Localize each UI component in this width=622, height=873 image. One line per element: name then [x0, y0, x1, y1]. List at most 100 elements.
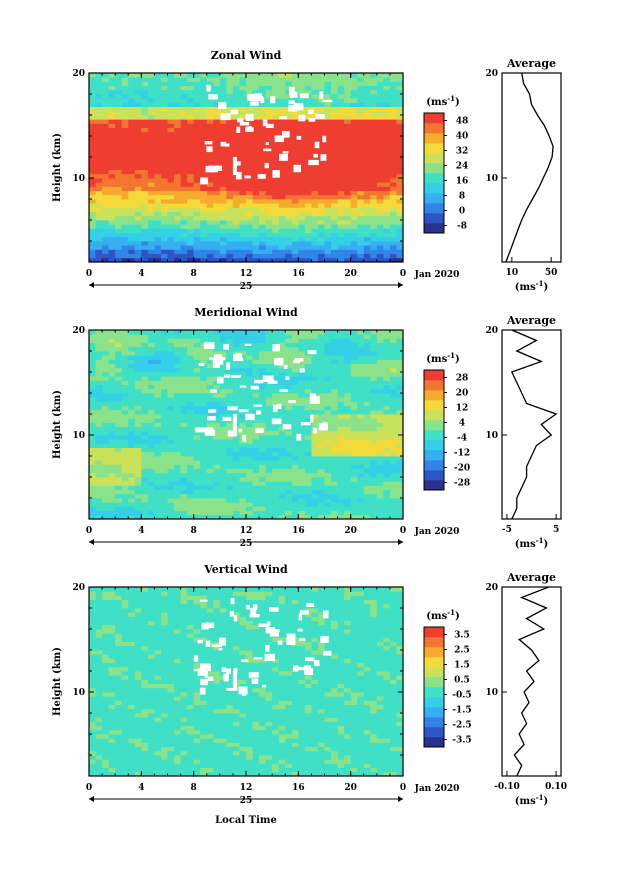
heatmap-cell [246, 468, 253, 474]
heatmap-cell [278, 110, 286, 116]
heatmap-cell [167, 447, 175, 453]
heatmap-cell [128, 422, 136, 427]
heatmap-cell [154, 493, 162, 499]
heatmap-cell [370, 430, 378, 436]
heatmap-cell [239, 199, 247, 204]
heatmap-cell [180, 426, 188, 432]
heatmap-cell [396, 468, 404, 474]
heatmap-cell [285, 173, 293, 179]
heatmap-cell [331, 257, 338, 263]
heatmap-cell [102, 169, 110, 175]
heatmap-cell [160, 763, 168, 768]
heatmap-cell [174, 451, 181, 457]
heatmap-cell [272, 207, 280, 212]
heatmap-cell [291, 477, 299, 482]
heatmap-cell [232, 232, 240, 238]
heatmap-cell [272, 123, 280, 128]
heatmap-cell [200, 405, 208, 411]
heatmap-cell [89, 409, 96, 415]
heatmap-cell [285, 493, 293, 499]
heatmap-cell [200, 493, 208, 499]
heatmap-cell [324, 211, 332, 217]
heatmap-cell [121, 426, 129, 432]
heatmap-cell [232, 498, 240, 503]
heatmap-cell [167, 502, 175, 507]
heatmap-cell [376, 144, 384, 149]
heatmap-cell [298, 136, 306, 141]
heatmap-cell [337, 384, 345, 390]
heatmap-cell [226, 481, 234, 486]
heatmap-cell [331, 77, 338, 82]
heatmap-cell [383, 367, 391, 373]
heatmap-cell [311, 376, 319, 381]
heatmap-cell [160, 393, 168, 398]
heatmap-cell [160, 89, 168, 95]
heatmap-cell [174, 367, 181, 373]
heatmap-cell [160, 173, 168, 179]
heatmap-cell [252, 763, 260, 768]
heatmap-cell [357, 510, 365, 516]
heatmap-cell [95, 140, 103, 145]
heatmap-cell [226, 346, 234, 352]
heatmap-cell [383, 236, 391, 242]
heatmap-cell [167, 485, 175, 490]
heatmap-cell [278, 215, 286, 221]
heatmap-cell [232, 194, 240, 200]
heatmap-cell [337, 338, 345, 343]
heatmap-cell [370, 211, 378, 217]
heatmap-cell [121, 763, 129, 768]
heatmap-cell [317, 763, 325, 768]
heatmap-cell [259, 384, 267, 390]
heatmap-cell [226, 232, 234, 238]
heatmap-cell [246, 228, 253, 233]
heatmap-cell [141, 144, 149, 149]
heatmap-cell [252, 220, 260, 225]
heatmap-cell [331, 430, 338, 436]
heatmap-cell [376, 755, 384, 760]
missing-data [224, 143, 230, 147]
heatmap-cell [89, 384, 96, 390]
heatmap-cell [291, 414, 299, 419]
heatmap-cell [337, 119, 345, 124]
heatmap-cell [121, 472, 129, 478]
heatmap-cell [121, 136, 129, 141]
heatmap-cell [141, 157, 149, 162]
heatmap-cell [200, 514, 208, 520]
heatmap-cell [324, 359, 332, 364]
missing-data [216, 376, 224, 384]
heatmap-cell [206, 102, 214, 107]
heatmap-cell [396, 430, 404, 436]
heatmap-cell [200, 759, 208, 764]
heatmap-cell [363, 514, 371, 520]
heatmap-cell [324, 203, 332, 208]
heatmap-cell [252, 190, 260, 196]
heatmap-cell [200, 203, 208, 208]
heatmap-cell [95, 443, 103, 448]
heatmap-cell [187, 447, 195, 453]
heatmap-cell [180, 372, 188, 377]
heatmap-cell [232, 510, 240, 516]
heatmap-cell [200, 207, 208, 212]
heatmap-cell [226, 123, 234, 128]
heatmap-cell [193, 211, 201, 217]
heatmap-cell [160, 77, 168, 82]
heatmap-cell [134, 127, 142, 133]
heatmap-cell [363, 232, 371, 238]
heatmap-cell [337, 81, 345, 86]
heatmap-cell [167, 241, 175, 246]
heatmap-cell [200, 102, 208, 107]
heatmap-cell [206, 493, 214, 499]
heatmap-cell [206, 207, 214, 212]
heatmap-cell [154, 451, 162, 457]
heatmap-cell [180, 123, 188, 128]
heatmap-cell [160, 199, 168, 204]
heatmap-cell [134, 763, 142, 768]
heatmap-cell [291, 422, 299, 427]
heatmap-cell [239, 257, 247, 263]
heatmap-cell [344, 514, 352, 520]
heatmap-cell [160, 451, 168, 457]
heatmap-cell [187, 422, 195, 427]
heatmap-cell [383, 249, 391, 254]
heatmap-cell [147, 414, 155, 419]
heatmap-cell [147, 418, 155, 423]
